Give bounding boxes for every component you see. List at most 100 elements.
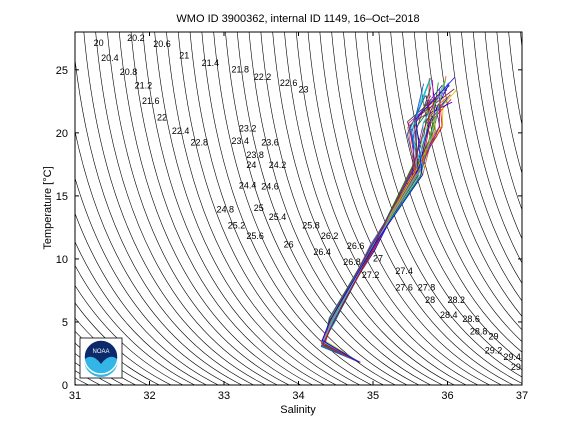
density-contour <box>189 32 373 385</box>
density-contour <box>378 32 522 362</box>
density-contour <box>390 32 522 353</box>
density-contour <box>107 32 291 385</box>
density-contour <box>307 32 491 385</box>
density-label: 22.4 <box>172 126 190 136</box>
y-tick-label: 0 <box>62 380 68 392</box>
y-tick-label: 5 <box>62 317 68 329</box>
density-contour <box>75 240 208 385</box>
density-label: 28.4 <box>440 310 458 320</box>
y-tick-label: 15 <box>56 191 68 203</box>
density-label: 23.2 <box>239 124 257 134</box>
density-contour <box>508 32 522 127</box>
density-contour <box>75 284 184 385</box>
density-label: 24 <box>246 160 256 170</box>
density-label: 22.8 <box>190 137 208 147</box>
density-contour <box>355 32 522 378</box>
density-contour <box>542 12 576 415</box>
density-contour <box>473 32 522 240</box>
density-contour <box>154 32 338 385</box>
density-contour <box>449 32 522 284</box>
density-label: 25 <box>254 203 264 213</box>
density-label: 27.8 <box>418 282 436 292</box>
noaa-logo-text: NOAA <box>92 349 109 355</box>
density-label: 29.4 <box>503 352 521 362</box>
density-label: 25.6 <box>246 231 264 241</box>
density-contour <box>272 32 456 385</box>
density-contour <box>248 32 432 385</box>
density-contour <box>75 176 232 385</box>
density-label: 20.6 <box>153 39 171 49</box>
density-label: 21.4 <box>202 58 220 68</box>
density-contour <box>95 32 279 385</box>
density-contour <box>461 32 522 264</box>
density-contour <box>425 32 522 317</box>
density-contour <box>142 32 326 385</box>
density-label: 27 <box>373 253 383 263</box>
y-tick-label: 25 <box>56 65 68 77</box>
y-tick-label: 20 <box>56 128 68 140</box>
density-contour <box>566 12 576 415</box>
density-label: 22.2 <box>254 72 272 82</box>
x-tick-label: 35 <box>367 390 379 402</box>
density-contour <box>284 32 468 385</box>
density-contour <box>484 32 522 211</box>
density-contour <box>75 264 196 385</box>
density-label: 22 <box>157 112 167 122</box>
density-contour <box>296 32 479 385</box>
density-label: 24.8 <box>217 204 235 214</box>
profile-line <box>321 85 443 363</box>
profile-line <box>320 95 426 363</box>
x-tick-label: 37 <box>516 390 528 402</box>
density-contour <box>75 56 255 385</box>
density-contour <box>260 32 444 385</box>
y-tick-label: 10 <box>56 254 68 266</box>
chart-title: WMO ID 3900362, internal ID 1149, 16–Oct… <box>176 13 419 25</box>
density-labels: 20 20.2 20.4 20.6 20.8 21 21.2 21.4 21.6 21.8 22 22… <box>94 33 521 372</box>
density-label: 26.4 <box>313 247 331 257</box>
x-tick-label: 32 <box>143 390 155 402</box>
density-label: 27.4 <box>395 266 413 276</box>
density-label: 21.6 <box>142 96 160 106</box>
density-label: 24.4 <box>239 180 257 190</box>
density-label: 26.2 <box>321 231 339 241</box>
profile-line <box>324 89 441 363</box>
density-label: 22.6 <box>280 78 298 88</box>
density-label: 26 <box>284 240 294 250</box>
x-tick-label: 34 <box>292 390 304 402</box>
density-label: 20.4 <box>101 53 119 63</box>
x-tick-label: 33 <box>218 390 230 402</box>
density-contour <box>225 32 409 385</box>
density-contour <box>130 32 314 385</box>
density-label: 26.6 <box>347 241 365 251</box>
density-contour <box>166 32 350 385</box>
density-label: 24.2 <box>269 160 287 170</box>
density-contour <box>83 32 267 385</box>
profile-line <box>321 90 424 363</box>
density-contour <box>554 12 576 415</box>
density-label: 27.2 <box>362 270 380 280</box>
profile-line <box>323 82 439 363</box>
density-label: 24.6 <box>261 182 279 192</box>
profile-lines <box>320 76 458 363</box>
density-label: 21.8 <box>231 64 249 74</box>
density-contour <box>331 32 515 385</box>
x-axis-label: Salinity <box>280 404 316 416</box>
density-contour <box>75 130 243 385</box>
profile-line <box>320 89 448 363</box>
y-axis-ticks: 0 5 10 15 20 25 <box>56 65 522 392</box>
density-label: 23.6 <box>261 137 279 147</box>
density-label: 28 <box>425 295 435 305</box>
density-label: 29 <box>511 362 521 372</box>
density-contour <box>319 32 503 385</box>
profile-line <box>321 88 455 363</box>
density-contour <box>343 32 522 384</box>
density-label: 23.4 <box>231 136 249 146</box>
density-contour <box>520 32 522 50</box>
density-label: 20.8 <box>120 67 138 77</box>
density-contour <box>213 32 397 385</box>
density-contour <box>178 32 361 385</box>
density-label: 20 <box>94 38 104 48</box>
density-contour <box>119 32 302 385</box>
density-label: 21 <box>179 50 189 60</box>
